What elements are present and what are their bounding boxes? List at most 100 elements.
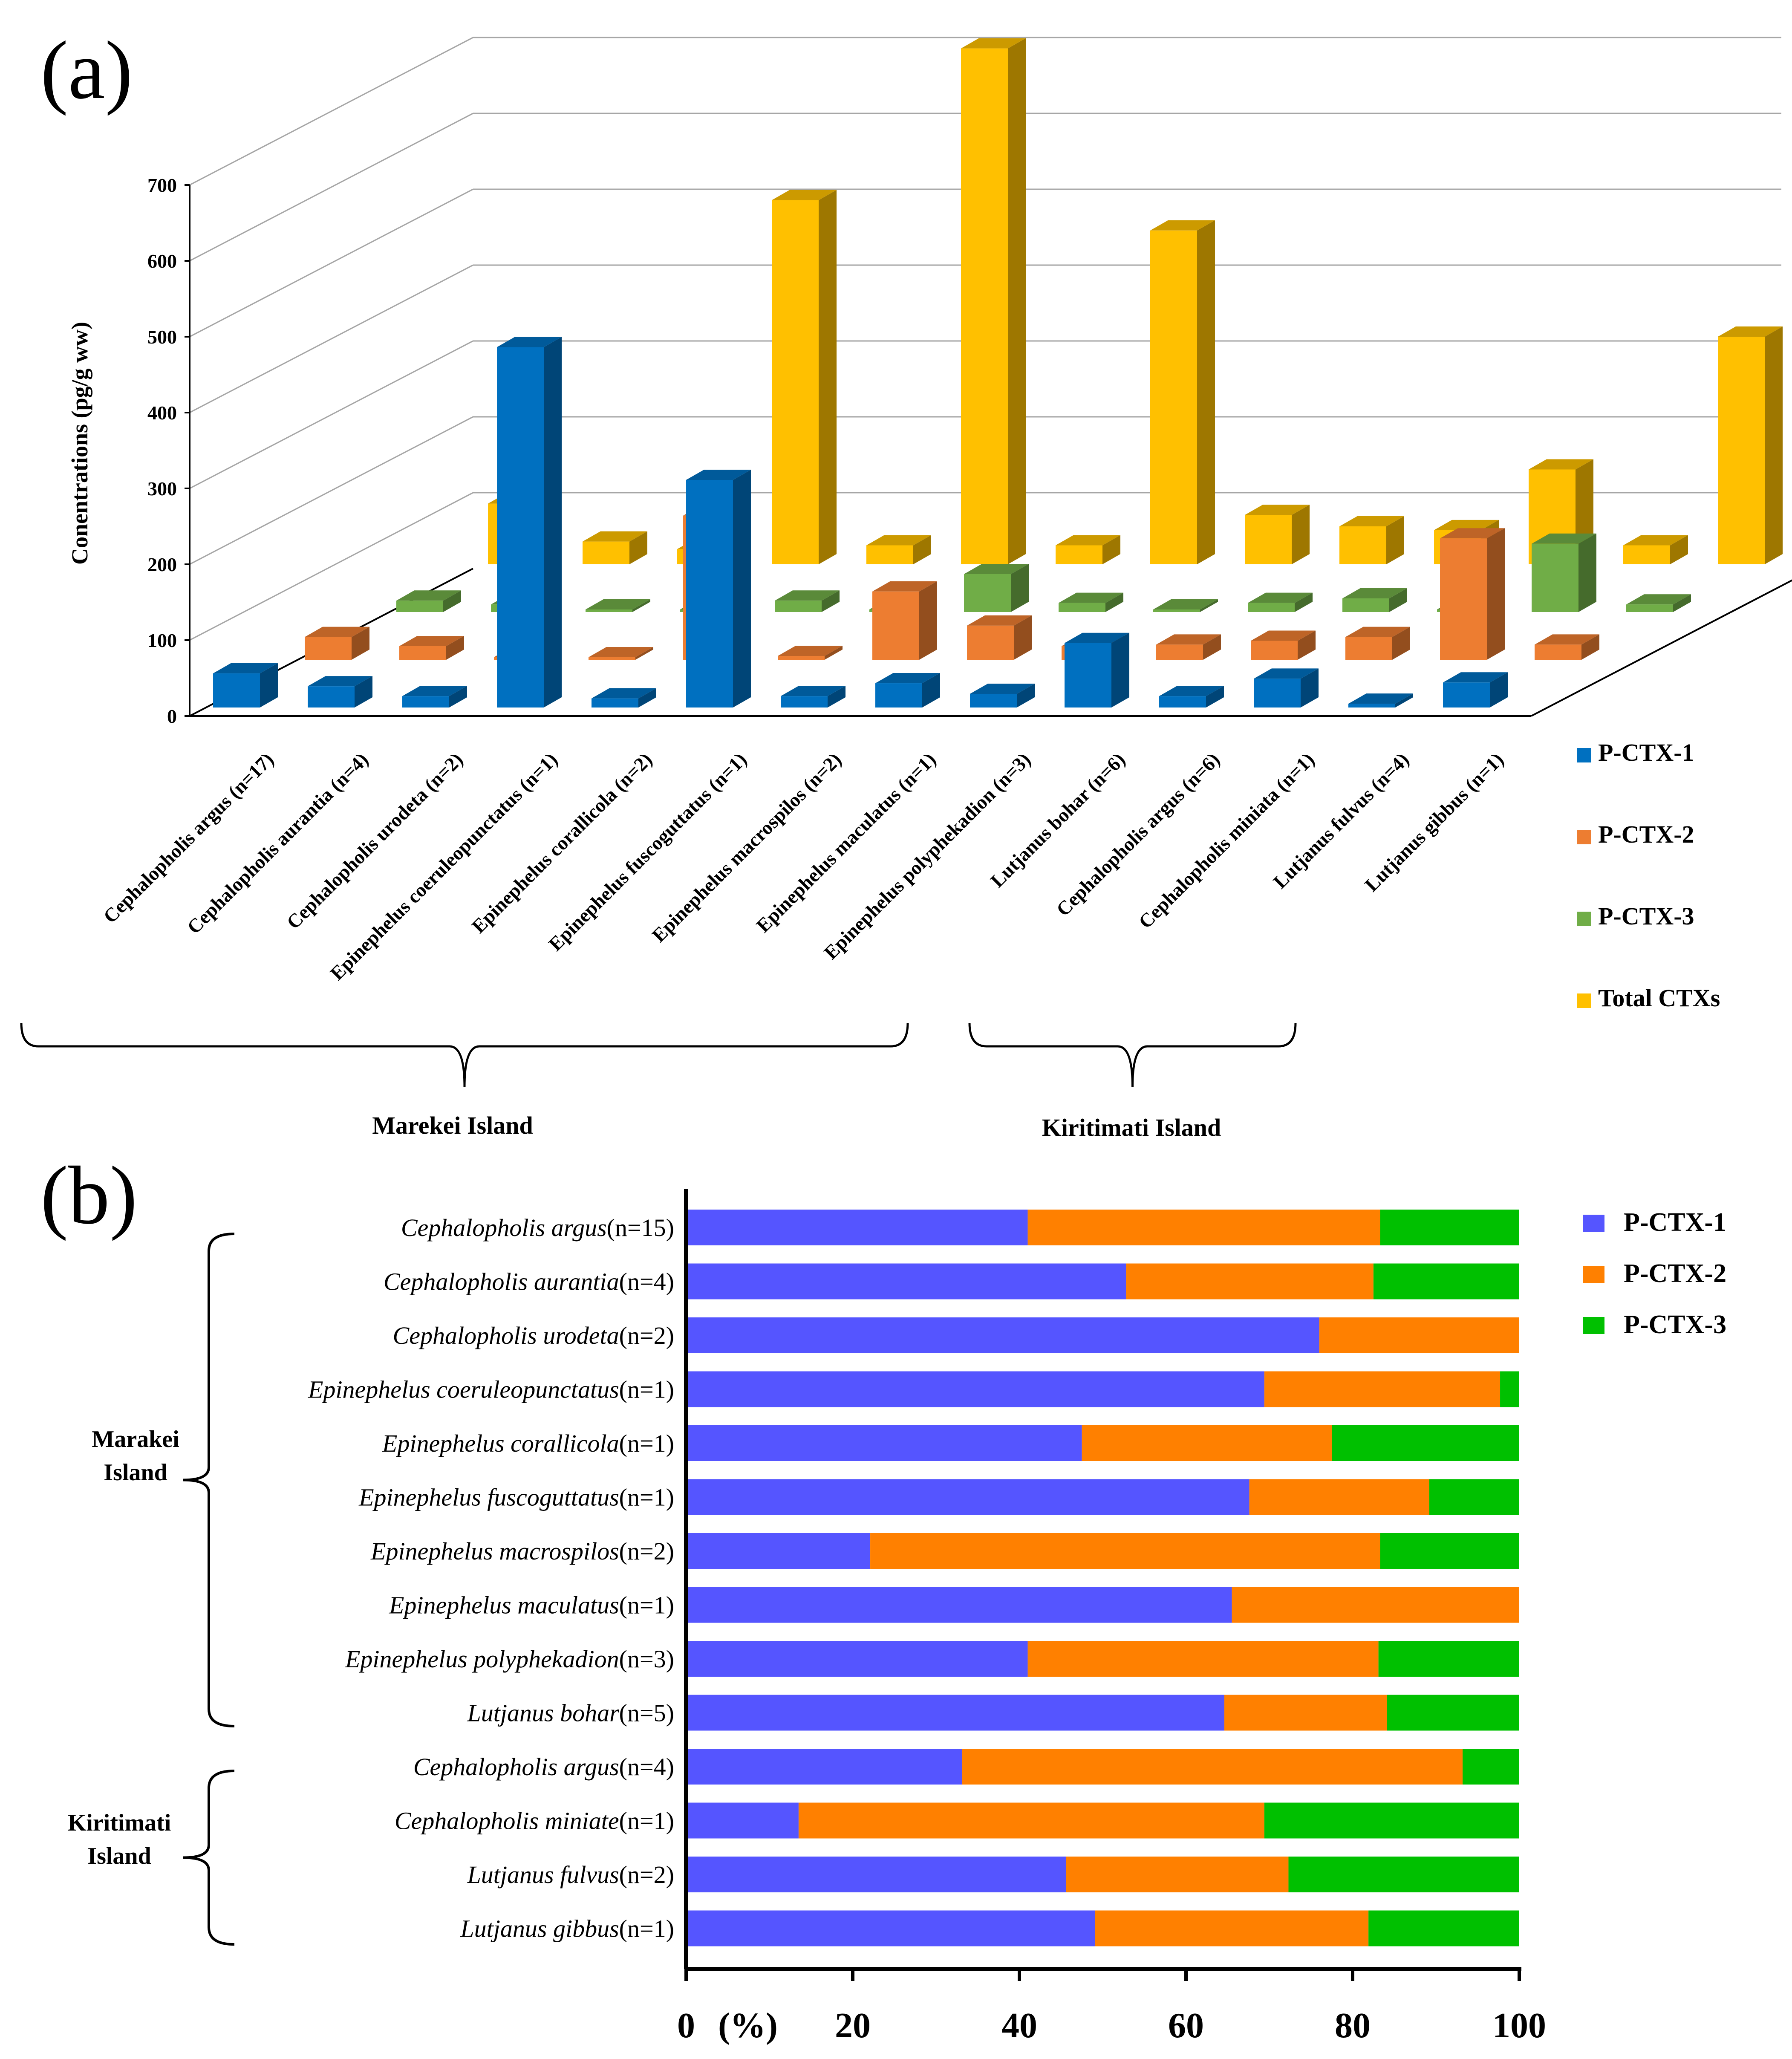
legend-b: P-CTX-1 P-CTX-2 P-CTX-3 <box>1583 1208 1726 1339</box>
bar-top <box>1254 668 1319 679</box>
legend-swatch <box>1577 912 1591 926</box>
bar-side <box>1156 634 1221 660</box>
y-tick-label: 500 <box>147 326 177 348</box>
bar-side <box>592 688 656 708</box>
species-name: Epinephelus corallicola <box>382 1429 619 1457</box>
bar-segment <box>1373 1263 1519 1300</box>
bar-top <box>396 590 461 601</box>
bar-side <box>1059 592 1123 612</box>
group-label: Marakei <box>92 1426 179 1453</box>
bar-front <box>1245 515 1292 564</box>
species-name: Epinephelus coeruleopunctatus <box>308 1376 619 1403</box>
y-tick-label: Epinephelus macrospilos(n=2) <box>370 1537 674 1565</box>
bar <box>399 635 464 660</box>
bar <box>396 590 461 612</box>
x-tick-label: Cephalopholis miniata (n=1) <box>1134 748 1319 933</box>
bar-side <box>586 599 650 612</box>
bar-front <box>583 541 629 564</box>
x-tick-label: Epinephelus macrospilos (n=2) <box>648 748 846 946</box>
bar <box>866 535 931 564</box>
bar-top <box>1535 634 1599 645</box>
bar-segment <box>1249 1479 1429 1515</box>
sample-size: (n=3) <box>619 1645 674 1673</box>
x-tick-label: 80 <box>1335 2006 1371 2045</box>
bar-front <box>592 698 638 708</box>
bar-front <box>1443 682 1490 708</box>
bar <box>970 683 1035 708</box>
gridline-depth <box>189 340 473 489</box>
bar <box>1150 220 1215 564</box>
bar-segment <box>1319 1317 1519 1353</box>
bar <box>308 676 372 708</box>
brace-marakei <box>183 1233 235 1727</box>
bar <box>1245 505 1310 564</box>
bar-top <box>1623 535 1688 546</box>
bar-front <box>1718 337 1765 564</box>
bar-top <box>875 673 940 684</box>
bar <box>1342 588 1407 612</box>
bar <box>1056 535 1120 564</box>
legend-label: P-CTX-3 <box>1598 902 1694 930</box>
x-tick-label: Cephalopholis argus (n=17) <box>99 748 278 927</box>
bar-segment <box>686 1533 871 1569</box>
sample-size: (n=1) <box>619 1591 674 1619</box>
bar-top <box>967 615 1032 626</box>
species-name: Cephalopholis argus <box>413 1753 619 1781</box>
species-name: Epinephelus polyphekadion <box>345 1645 619 1673</box>
bar-front <box>967 625 1014 660</box>
bar-segment <box>1429 1479 1519 1515</box>
bar-segment <box>686 1263 1126 1300</box>
x-tick-label: Cephalopholis urodeta (n=2) <box>283 748 467 933</box>
bar-front <box>1251 641 1298 660</box>
bar-segment <box>686 1910 1095 1946</box>
bar-front <box>1150 230 1197 564</box>
bar <box>964 564 1029 612</box>
bar-segment <box>1380 1210 1519 1245</box>
bar <box>1623 535 1688 564</box>
bar <box>872 581 937 660</box>
bar-side <box>781 686 846 708</box>
y-axis-title: Conentrations (pg/g ww) <box>67 322 92 565</box>
legend-swatch <box>1583 1266 1604 1283</box>
bar-top <box>1059 592 1123 603</box>
bar-front <box>589 657 635 660</box>
bar-segment <box>686 1371 1264 1407</box>
bar-front <box>866 545 913 564</box>
species-name: Cephalopholis argus <box>401 1214 607 1242</box>
gridline-depth <box>189 264 473 413</box>
bar-top <box>1718 326 1783 337</box>
x-tick-label: 0 <box>677 2006 695 2045</box>
bar <box>589 647 653 660</box>
sample-size: (n=4) <box>619 1753 674 1781</box>
x-tick-label: Epinephelus maculatus (n=1) <box>752 748 940 936</box>
bar-top <box>497 337 562 347</box>
bar-front <box>1159 696 1206 708</box>
bar-top <box>1159 686 1224 696</box>
bar-segment <box>1378 1641 1519 1677</box>
bar-front <box>1623 545 1670 564</box>
bar-segment <box>1082 1425 1332 1461</box>
group-label: Island <box>104 1459 167 1486</box>
species-name: Cephalopholis miniate <box>395 1807 619 1835</box>
bar-side <box>402 686 467 708</box>
x-tick-label: Epinephelus corallicola (n=2) <box>467 748 656 937</box>
bar-front <box>1059 603 1105 612</box>
species-name: Epinephelus macrospilos <box>370 1537 619 1565</box>
bar-top <box>1056 535 1120 546</box>
bar-top <box>589 647 653 657</box>
bar <box>1345 627 1410 660</box>
bar-top <box>961 38 1026 49</box>
sample-size: (n=2) <box>619 1861 674 1889</box>
bar-front <box>1065 643 1111 708</box>
bar-top <box>781 686 846 696</box>
y-tick-label: Lutjanus fulvus(n=2) <box>467 1861 674 1889</box>
bar <box>961 38 1026 565</box>
bar-top <box>1342 588 1407 598</box>
bar-front <box>872 591 919 660</box>
y-tick-label: Epinephelus maculatus(n=1) <box>389 1591 674 1619</box>
brace-marekei <box>20 1022 909 1087</box>
bar-top <box>1532 533 1596 544</box>
bar-top <box>1245 505 1310 515</box>
bar-side <box>1153 599 1218 612</box>
bar-side <box>1159 686 1224 708</box>
